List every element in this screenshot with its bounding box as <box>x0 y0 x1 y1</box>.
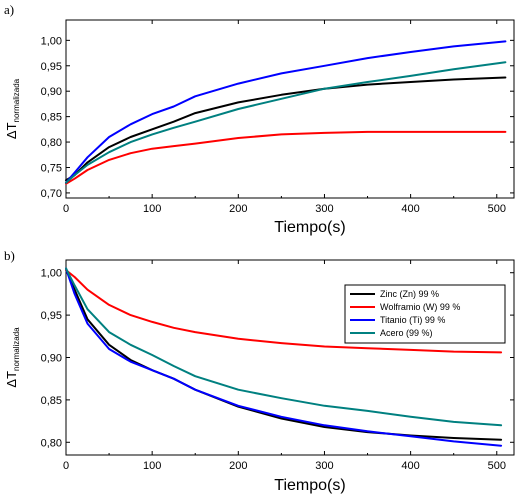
y-tick-label: 0,85 <box>41 112 62 124</box>
x-tick-label: 300 <box>315 460 333 472</box>
x-axis-label: Tiempo(s) <box>274 477 345 494</box>
x-tick-label: 200 <box>229 460 247 472</box>
series-line-1 <box>65 269 503 354</box>
y-axis-label: ΔTnormalizada <box>4 327 21 388</box>
series-line-2 <box>65 267 503 447</box>
y-tick-label: 0,90 <box>41 353 62 365</box>
panel-label: a) <box>4 2 14 17</box>
plot-frame <box>65 19 515 199</box>
x-tick-label: 0 <box>63 460 69 472</box>
y-tick-label: 0,70 <box>41 188 62 200</box>
y-tick-label: 0,90 <box>41 86 62 98</box>
y-tick-label: 0,95 <box>41 61 62 73</box>
y-tick-label: 0,75 <box>41 162 62 174</box>
series-line-2 <box>65 40 507 184</box>
y-tick-label: 1,00 <box>41 268 62 280</box>
x-tick-label: 100 <box>143 460 161 472</box>
y-tick-label: 0,80 <box>41 437 62 449</box>
y-tick-label: 1,00 <box>41 35 62 47</box>
legend-entry: Titanio (Ti) 99 % <box>380 315 445 325</box>
series-line-1 <box>65 130 507 185</box>
x-tick-label: 0 <box>63 203 69 215</box>
x-tick-label: 200 <box>229 203 247 215</box>
x-tick-label: 100 <box>143 203 161 215</box>
panel-label: b) <box>4 248 15 263</box>
legend: Zinc (Zn) 99 % Wolframio (W) 99 % Titanio … <box>344 284 506 344</box>
x-tick-label: 500 <box>488 203 506 215</box>
y-axis-label: ΔTnormalizada <box>4 78 21 139</box>
chart-panel-a: a) 0 100 200 300 400 500 0,70 0,75 0,80 0,85 0,90 0,… <box>4 2 515 236</box>
x-tick-label: 400 <box>401 203 419 215</box>
x-tick-label: 300 <box>315 203 333 215</box>
series-line-3 <box>65 61 507 184</box>
legend-entry: Zinc (Zn) 99 % <box>380 289 439 299</box>
legend-entry: Acero (99 %) <box>380 328 433 338</box>
series-line-3 <box>65 267 503 427</box>
x-tick-label: 400 <box>401 460 419 472</box>
x-axis-label: Tiempo(s) <box>274 219 345 236</box>
y-tick-label: 0,95 <box>41 310 62 322</box>
y-tick-label: 0,80 <box>41 137 62 149</box>
chart-panel-b: b) 0 100 200 300 400 500 0,80 0,85 0,90 0,95 1,00 Ti… <box>4 248 515 494</box>
legend-entry: Wolframio (W) 99 % <box>380 302 460 312</box>
series-line-0 <box>65 76 507 182</box>
y-tick-label: 0,85 <box>41 395 62 407</box>
x-tick-label: 500 <box>488 460 506 472</box>
